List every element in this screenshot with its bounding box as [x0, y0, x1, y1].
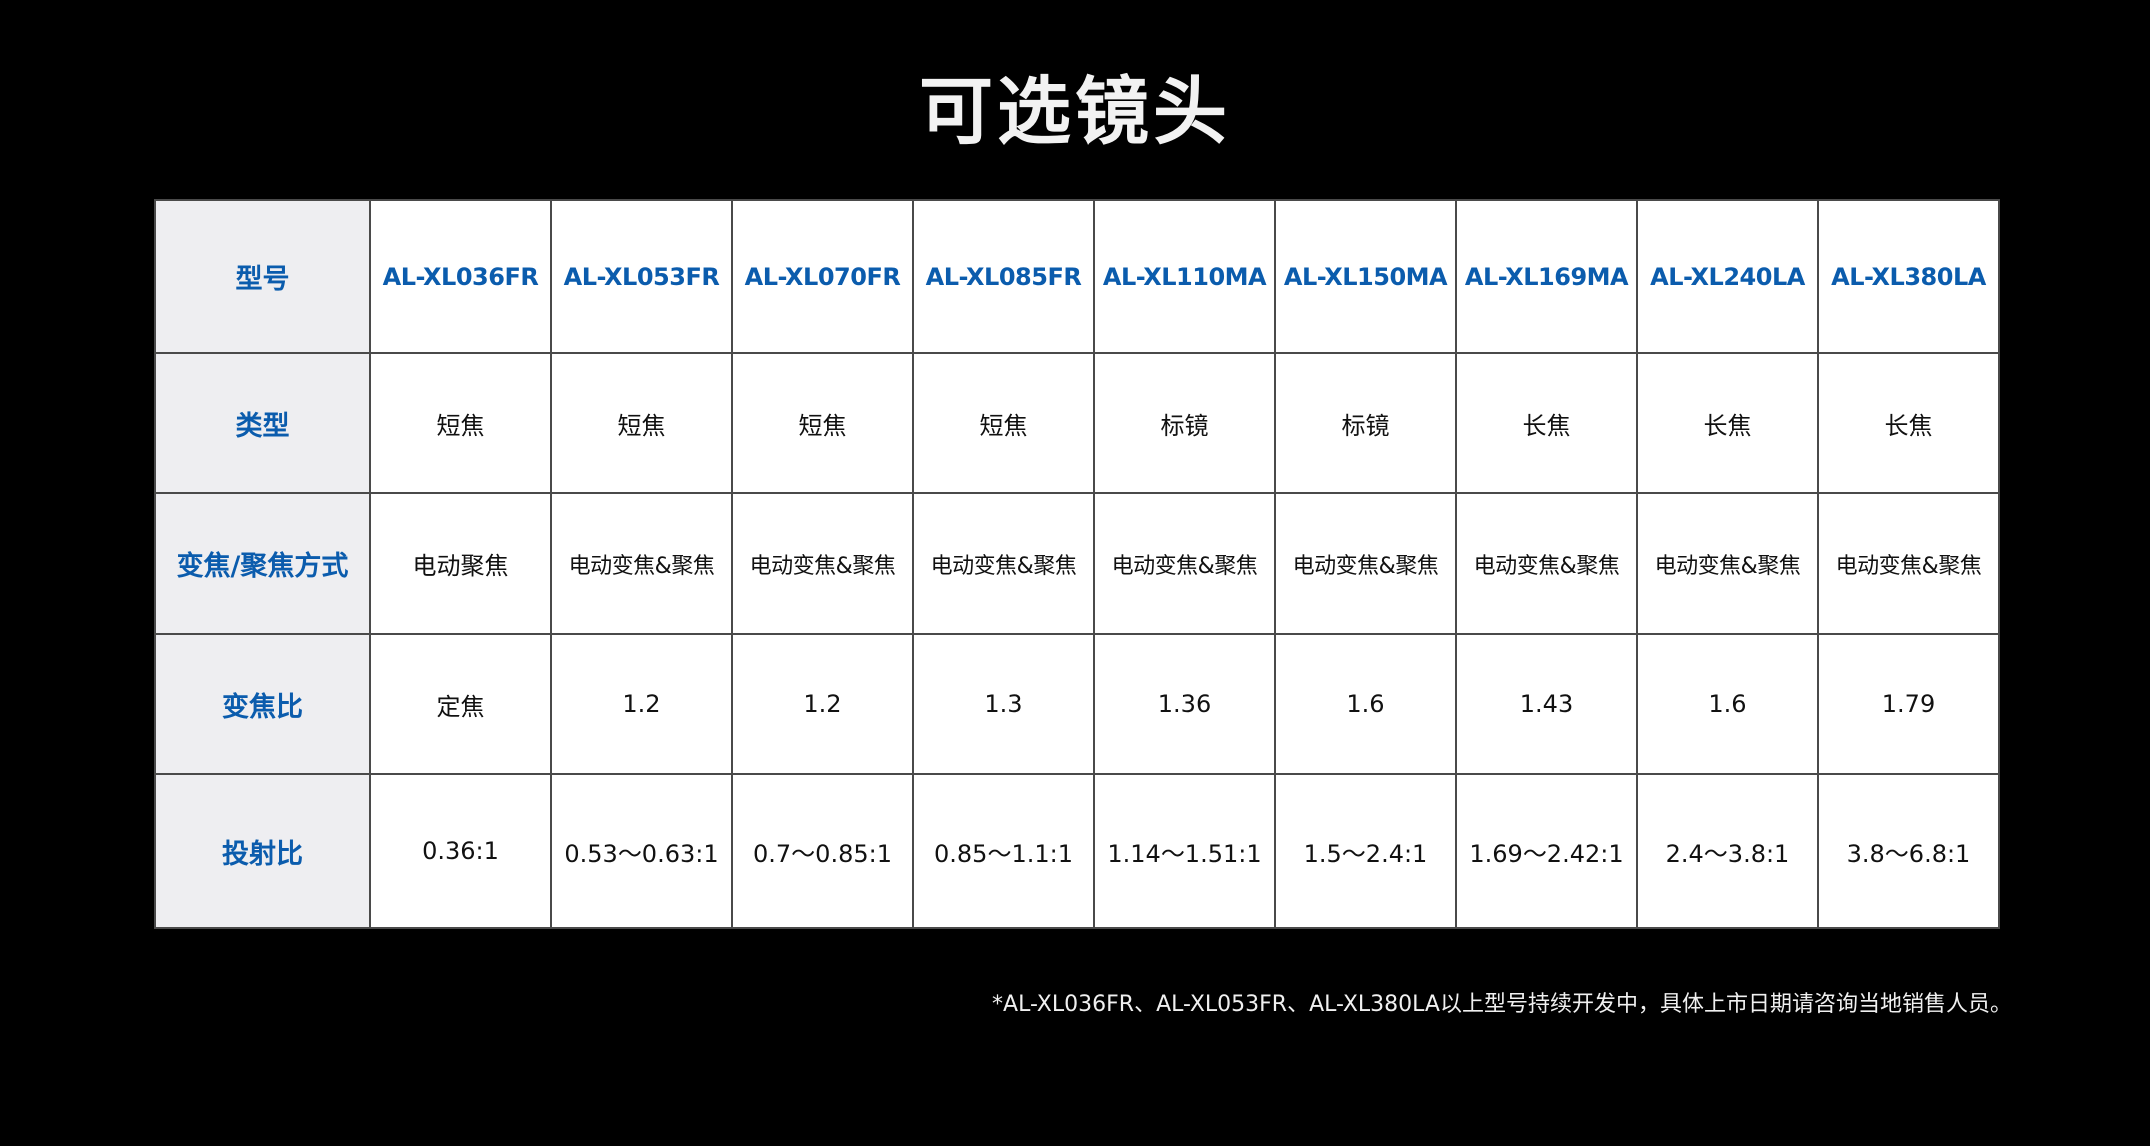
- table-cell-type: 短焦: [731, 352, 914, 494]
- table-cell-type: 标镜: [1093, 352, 1276, 494]
- table-cell-throw-ratio: 1.5～2.4:1: [1274, 773, 1457, 929]
- table-cell-model: AL-XL036FR: [369, 199, 552, 354]
- table-cell-model: AL-XL150MA: [1274, 199, 1457, 354]
- table-cell-zoom-ratio: 1.3: [912, 633, 1095, 775]
- table-row-zoom-ratio: 变焦比 定焦 1.2 1.2 1.3 1.36 1.6 1.43 1.6 1.79: [154, 633, 2000, 775]
- table-row-throw-ratio: 投射比 0.36:1 0.53～0.63:1 0.7～0.85:1 0.85～1.1:1…: [154, 773, 2000, 929]
- table-cell-focus-method: 电动变焦&聚焦: [1093, 492, 1276, 635]
- table-cell-focus-method: 电动变焦&聚焦: [912, 492, 1095, 635]
- table-cell-type: 标镜: [1274, 352, 1457, 494]
- table-cell-focus-method: 电动变焦&聚焦: [1636, 492, 1819, 635]
- table-cell-focus-method: 电动变焦&聚焦: [1274, 492, 1457, 635]
- table-row-model: 型号 AL-XL036FR AL-XL053FR AL-XL070FR AL-XL085…: [154, 199, 2000, 354]
- table-cell-focus-method: 电动变焦&聚焦: [1817, 492, 2000, 635]
- row-header-model: 型号: [154, 199, 371, 354]
- table-cell-throw-ratio: 0.53～0.63:1: [550, 773, 733, 929]
- table-cell-type: 短焦: [550, 352, 733, 494]
- table-cell-focus-method: 电动变焦&聚焦: [550, 492, 733, 635]
- table-cell-type: 长焦: [1817, 352, 2000, 494]
- lens-spec-table: 型号 AL-XL036FR AL-XL053FR AL-XL070FR AL-XL085…: [154, 199, 2000, 929]
- table-cell-throw-ratio: 0.85～1.1:1: [912, 773, 1095, 929]
- table-row-focus-method: 变焦/聚焦方式 电动聚焦 电动变焦&聚焦 电动变焦&聚焦 电动变焦&聚焦 电动变焦&聚焦电…: [154, 492, 2000, 635]
- table-cell-throw-ratio: 0.7～0.85:1: [731, 773, 914, 929]
- table-cell-model: AL-XL169MA: [1455, 199, 1638, 354]
- table-cell-zoom-ratio: 1.79: [1817, 633, 2000, 775]
- table-cell-model: AL-XL085FR: [912, 199, 1095, 354]
- table-cell-type: 短焦: [912, 352, 1095, 494]
- table-cell-model: AL-XL110MA: [1093, 199, 1276, 354]
- table-cell-zoom-ratio: 1.6: [1636, 633, 1819, 775]
- row-header-type: 类型: [154, 352, 371, 494]
- row-header-throw-ratio: 投射比: [154, 773, 371, 929]
- table-cell-throw-ratio: 2.4～3.8:1: [1636, 773, 1819, 929]
- table-cell-type: 短焦: [369, 352, 552, 494]
- table-cell-type: 长焦: [1455, 352, 1638, 494]
- table-cell-model: AL-XL053FR: [550, 199, 733, 354]
- table-cell-focus-method: 电动变焦&聚焦: [731, 492, 914, 635]
- table-cell-focus-method: 电动变焦&聚焦: [1455, 492, 1638, 635]
- table-row-type: 类型 短焦 短焦 短焦 短焦 标镜 标镜 长焦 长焦 长焦: [154, 352, 2000, 494]
- table-cell-throw-ratio: 0.36:1: [369, 773, 552, 929]
- table-cell-zoom-ratio: 1.6: [1274, 633, 1457, 775]
- table-cell-model: AL-XL070FR: [731, 199, 914, 354]
- table-cell-zoom-ratio: 定焦: [369, 633, 552, 775]
- table-cell-model: AL-XL240LA: [1636, 199, 1819, 354]
- table-cell-zoom-ratio: 1.2: [731, 633, 914, 775]
- table-cell-zoom-ratio: 1.36: [1093, 633, 1276, 775]
- page-title: 可选镜头: [919, 69, 1231, 155]
- table-cell-zoom-ratio: 1.43: [1455, 633, 1638, 775]
- row-header-zoom-ratio: 变焦比: [154, 633, 371, 775]
- row-header-focus-method: 变焦/聚焦方式: [154, 492, 371, 635]
- table-cell-type: 长焦: [1636, 352, 1819, 494]
- table-cell-throw-ratio: 1.69～2.42:1: [1455, 773, 1638, 929]
- table-cell-throw-ratio: 1.14～1.51:1: [1093, 773, 1276, 929]
- table-cell-model: AL-XL380LA: [1817, 199, 2000, 354]
- table-cell-focus-method: 电动聚焦: [369, 492, 552, 635]
- footnote: *AL-XL036FR、AL-XL053FR、AL-XL380LA以上型号持续开…: [992, 992, 2012, 1017]
- table-cell-throw-ratio: 3.8～6.8:1: [1817, 773, 2000, 929]
- table-cell-zoom-ratio: 1.2: [550, 633, 733, 775]
